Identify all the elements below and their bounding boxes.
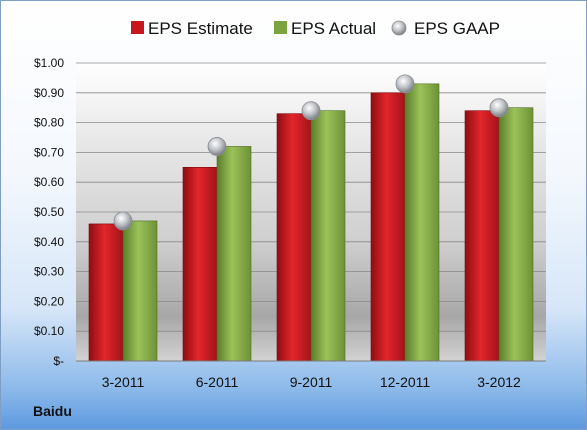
legend-label-estimate: EPS Estimate [148,19,253,38]
legend-swatch-actual [274,21,287,34]
x-axis-categories: 3-2011 6-2011 9-2011 12-2011 3-2012 [102,374,521,390]
x-category-label: 12-2011 [380,374,431,390]
x-category-label: 9-2011 [290,374,333,390]
legend-swatch-gaap [391,20,407,36]
bar-eps-actual [404,83,440,362]
legend-label-gaap: EPS GAAP [414,19,500,38]
bar-eps-estimate [88,223,124,362]
bar-eps-estimate [182,167,218,362]
x-category-label: 3-2012 [477,374,521,390]
y-tick-label: $0.50 [34,205,64,219]
gaap-markers [113,74,509,231]
bar-eps-actual [122,220,158,362]
y-tick-label: $0.30 [34,265,64,279]
marker-eps-gaap [395,74,415,94]
bar-eps-estimate [464,110,500,362]
y-tick-label: $0.70 [34,145,64,159]
y-tick-label: $0.20 [34,294,64,308]
bar-eps-actual [498,107,534,362]
bar-eps-estimate [276,113,312,362]
company-label: Baidu [33,403,72,419]
y-tick-label: $0.40 [34,235,64,249]
legend-swatch-estimate [131,21,144,34]
bar-eps-actual [216,146,252,362]
y-tick-label: $0.10 [34,324,64,338]
x-category-label: 3-2011 [102,374,145,390]
y-axis-ticks: $- $0.10 $0.20 $0.30 $0.40 $0.50 $0.60 $0.70 $0.… [34,56,64,368]
marker-eps-gaap [207,137,227,156]
legend: EPS Estimate EPS Actual EPS GAAP [131,19,500,38]
bars [88,83,534,362]
marker-eps-gaap [301,101,321,121]
bar-eps-actual [310,110,346,362]
x-category-label: 6-2011 [196,374,239,390]
y-tick-label: $0.60 [34,175,64,189]
y-tick-label: $0.90 [34,86,64,100]
bar-eps-estimate [370,92,406,362]
y-tick-label: $- [53,354,64,368]
marker-eps-gaap [113,211,133,231]
y-tick-label: $1.00 [34,56,64,70]
legend-label-actual: EPS Actual [291,19,376,38]
y-tick-label: $0.80 [34,116,64,130]
marker-eps-gaap [489,98,509,118]
